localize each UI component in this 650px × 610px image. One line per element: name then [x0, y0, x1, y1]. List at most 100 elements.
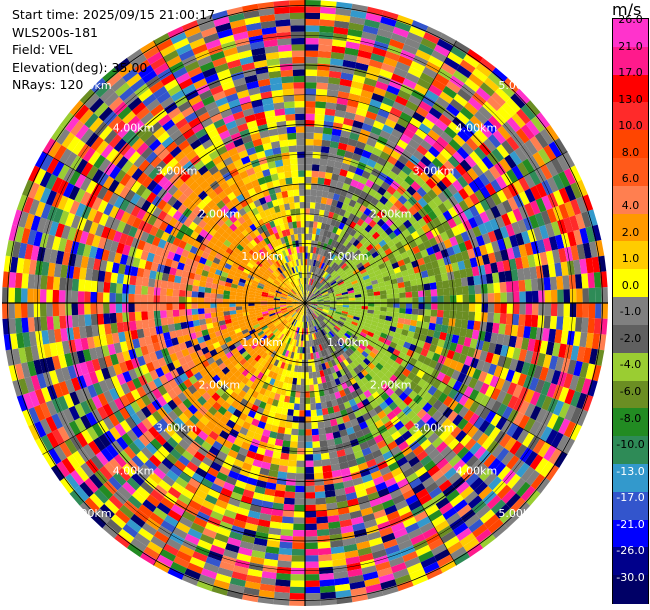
velocity-gate — [305, 561, 319, 569]
velocity-gate — [410, 533, 426, 546]
velocity-gate — [402, 467, 415, 478]
velocity-gate — [329, 457, 340, 466]
velocity-gate — [371, 147, 383, 157]
velocity-gate — [308, 265, 311, 272]
velocity-gate — [469, 338, 478, 349]
velocity-gate — [384, 90, 398, 102]
velocity-gate — [156, 187, 168, 200]
velocity-gate — [420, 348, 429, 357]
velocity-gate — [151, 359, 161, 370]
velocity-gate — [421, 117, 435, 130]
velocity-gate — [219, 445, 231, 455]
velocity-gate — [342, 182, 351, 191]
velocity-gate — [364, 577, 381, 587]
velocity-gate — [98, 484, 114, 500]
velocity-gate — [399, 264, 408, 272]
velocity-gate — [328, 521, 341, 529]
velocity-gate — [453, 270, 461, 280]
velocity-gate — [434, 251, 444, 261]
velocity-gate — [376, 567, 393, 578]
velocity-gate — [305, 298, 310, 303]
velocity-gate — [341, 310, 349, 315]
velocity-gate — [308, 314, 312, 321]
velocity-gate — [277, 340, 283, 347]
velocity-gate — [353, 223, 361, 232]
velocity-gate — [284, 350, 290, 357]
velocity-gate — [442, 317, 450, 326]
velocity-gate — [555, 356, 565, 372]
velocity-gate — [251, 282, 258, 288]
velocity-gate — [147, 286, 155, 296]
velocity-gate — [305, 347, 308, 354]
velocity-gate — [469, 115, 484, 129]
velocity-gate — [540, 381, 552, 396]
velocity-gate — [173, 375, 184, 386]
velocity-gate — [423, 32, 440, 45]
velocity-gate — [474, 189, 486, 202]
velocity-gate — [418, 100, 433, 113]
velocity-gate — [277, 426, 286, 434]
velocity-gate — [27, 303, 34, 318]
velocity-gate — [282, 510, 295, 518]
velocity-gate — [601, 303, 608, 319]
velocity-gate — [472, 368, 482, 380]
velocity-gate — [12, 209, 23, 227]
velocity-gate — [215, 252, 223, 260]
velocity-gate — [378, 239, 387, 248]
velocity-gate — [246, 337, 254, 344]
velocity-gate — [440, 530, 457, 544]
velocity-gate — [385, 456, 397, 467]
velocity-gate — [419, 521, 435, 534]
velocity-gate — [448, 318, 456, 327]
velocity-gate — [308, 292, 313, 298]
velocity-gate — [46, 432, 59, 449]
velocity-gate — [287, 364, 292, 371]
velocity-gate — [167, 184, 179, 196]
velocity-gate — [188, 221, 198, 231]
velocity-gate — [396, 14, 414, 26]
velocity-gate — [354, 259, 362, 266]
velocity-gate — [425, 532, 441, 545]
velocity-gate — [389, 204, 399, 214]
velocity-gate — [333, 315, 340, 321]
velocity-gate — [360, 559, 376, 569]
velocity-gate — [272, 418, 281, 427]
velocity-gate — [450, 546, 467, 560]
velocity-gate — [428, 322, 436, 331]
velocity-gate — [266, 397, 274, 406]
velocity-gate — [305, 353, 308, 360]
velocity-gate — [110, 375, 121, 388]
velocity-gate — [368, 211, 377, 220]
velocity-gate — [189, 351, 199, 361]
velocity-gate — [210, 510, 224, 521]
velocity-gate — [277, 381, 284, 389]
velocity-gate — [211, 383, 221, 393]
velocity-gate — [434, 274, 443, 283]
velocity-gate — [279, 300, 287, 302]
velocity-gate — [354, 62, 369, 72]
velocity-gate — [271, 284, 278, 289]
velocity-gate — [381, 354, 390, 363]
velocity-gate — [556, 316, 564, 331]
velocity-gate — [241, 248, 249, 256]
velocity-gate — [430, 289, 438, 297]
velocity-gate — [454, 361, 465, 373]
velocity-gate — [420, 439, 432, 451]
velocity-gate — [233, 351, 242, 359]
velocity-gate — [380, 298, 388, 303]
velocity-gate — [383, 435, 395, 446]
velocity-gate — [564, 184, 577, 202]
velocity-gate — [499, 508, 515, 524]
velocity-gate — [486, 96, 502, 112]
velocity-gate — [134, 248, 143, 259]
velocity-gate — [56, 461, 71, 478]
velocity-gate — [363, 278, 371, 284]
velocity-gate — [99, 125, 113, 141]
velocity-gate — [411, 285, 418, 292]
velocity-gate — [498, 271, 506, 283]
velocity-gate — [154, 246, 164, 257]
velocity-gate — [408, 325, 417, 333]
velocity-gate — [358, 280, 365, 286]
velocity-gate — [166, 234, 176, 244]
velocity-gate — [109, 165, 122, 180]
